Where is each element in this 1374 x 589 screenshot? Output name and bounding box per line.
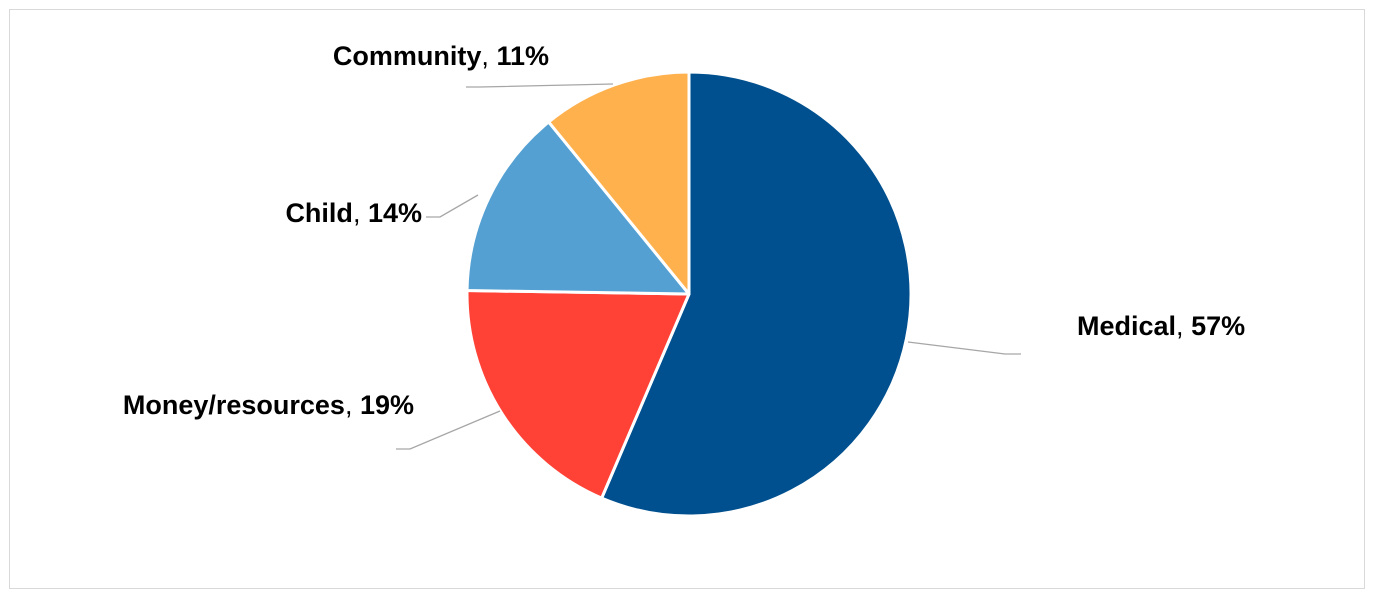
- leader-line-child: [426, 194, 479, 218]
- data-label-separator: ,: [345, 390, 360, 420]
- data-label-category: Community: [333, 41, 482, 71]
- pie-slice-money-resources: [465, 289, 691, 500]
- data-label-separator: ,: [1176, 311, 1191, 341]
- pie-slice-medical: [600, 70, 913, 518]
- pie-slice-community: [547, 70, 691, 296]
- data-label-medical: Medical, 57%: [1077, 311, 1245, 341]
- data-label-value: 19%: [360, 390, 414, 420]
- data-label-value: 14%: [368, 198, 422, 228]
- leader-lines: [396, 83, 1021, 450]
- data-label-money-resources: Money/resources, 19%: [123, 390, 414, 420]
- leader-line-medical: [907, 341, 1021, 355]
- data-label-child: Child, 14%: [285, 198, 422, 228]
- leader-line-community: [466, 83, 614, 88]
- data-label-separator: ,: [353, 198, 368, 228]
- data-label-category: Medical: [1077, 311, 1176, 341]
- leader-line-money-resources: [396, 410, 501, 450]
- data-label-separator: ,: [481, 41, 496, 71]
- pie-slice-child: [465, 120, 691, 296]
- data-labels: Medical, 57% Money/resources, 19% Child, 1…: [123, 41, 1245, 420]
- data-label-category: Money/resources: [123, 390, 345, 420]
- data-label-value: 11%: [496, 41, 549, 71]
- data-label-category: Child: [285, 198, 353, 228]
- slices-layer: [465, 70, 913, 518]
- data-label-community: Community, 11%: [333, 41, 549, 71]
- data-label-value: 57%: [1191, 311, 1245, 341]
